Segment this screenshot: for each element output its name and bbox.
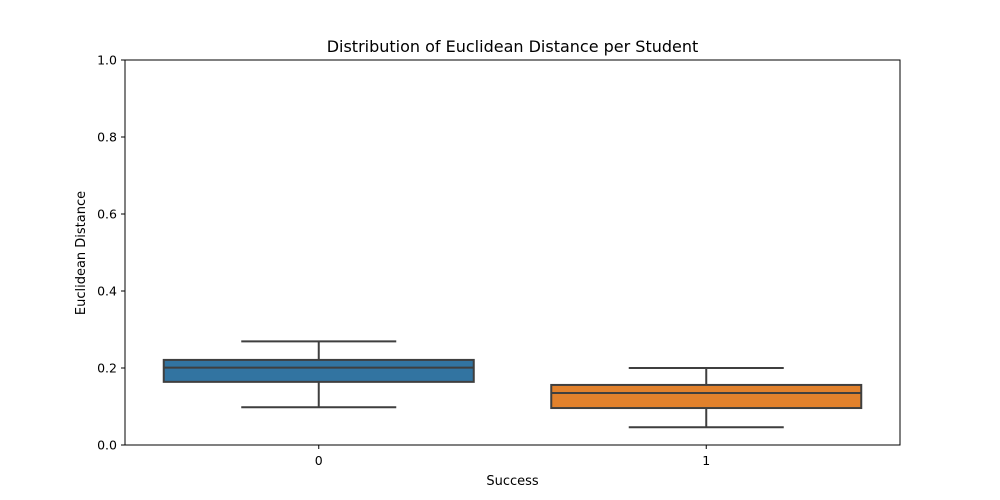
box-1 [550,367,863,429]
x-axis-label: Success [486,474,539,489]
chart-title: Distribution of Euclidean Distance per S… [327,37,699,56]
box-0 [162,340,475,409]
y-tick-label: 0.0 [97,438,117,453]
x-tick-label: 1 [702,453,710,468]
x-tick-label: 0 [315,453,323,468]
y-axis-label: Euclidean Distance [74,191,89,315]
y-tick-label: 1.0 [97,53,117,68]
plot-area [124,59,901,446]
y-tick-label: 0.2 [97,361,117,376]
y-axis: 0.0 0.2 0.4 0.6 0.8 1.0 [97,53,125,453]
box-iqr [550,383,863,410]
box-iqr [162,358,475,383]
y-tick-label: 0.4 [97,284,117,299]
y-tick-label: 0.8 [97,130,117,145]
plot-frame [124,59,901,446]
y-tick-label: 0.6 [97,207,117,222]
